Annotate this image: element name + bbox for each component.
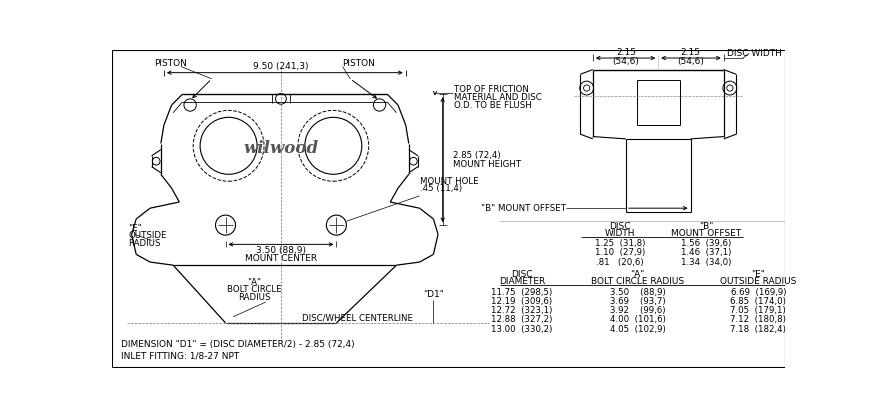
Text: RADIUS: RADIUS bbox=[238, 293, 270, 302]
Text: 3.69    (93,7): 3.69 (93,7) bbox=[610, 297, 665, 306]
Text: .45 (11,4): .45 (11,4) bbox=[420, 185, 462, 193]
Text: MOUNT HOLE: MOUNT HOLE bbox=[420, 177, 478, 186]
Text: DISC: DISC bbox=[511, 270, 533, 279]
Text: 12.88  (327,2): 12.88 (327,2) bbox=[491, 316, 553, 324]
Text: MATERIAL AND DISC: MATERIAL AND DISC bbox=[454, 93, 542, 102]
Text: OUTSIDE RADIUS: OUTSIDE RADIUS bbox=[720, 277, 796, 286]
Text: 12.72  (323,1): 12.72 (323,1) bbox=[491, 306, 553, 315]
Text: DISC: DISC bbox=[609, 222, 631, 231]
Text: RADIUS: RADIUS bbox=[129, 239, 161, 248]
Text: 13.00  (330,2): 13.00 (330,2) bbox=[491, 325, 553, 334]
Text: 1.25  (31,8): 1.25 (31,8) bbox=[595, 239, 645, 248]
Text: 3.50 (88,9): 3.50 (88,9) bbox=[256, 246, 306, 255]
Text: (54,6): (54,6) bbox=[612, 57, 640, 66]
Text: 9.50 (241,3): 9.50 (241,3) bbox=[253, 62, 309, 71]
Text: 4.00  (101,6): 4.00 (101,6) bbox=[610, 316, 665, 324]
Text: "B": "B" bbox=[699, 222, 713, 231]
Text: MOUNT OFFSET: MOUNT OFFSET bbox=[671, 229, 741, 238]
Text: 7.18  (182,4): 7.18 (182,4) bbox=[731, 325, 787, 334]
Text: 1.34  (34,0): 1.34 (34,0) bbox=[681, 258, 732, 266]
Text: 7.05  (179,1): 7.05 (179,1) bbox=[731, 306, 787, 315]
Text: DISC/WHEEL CENTERLINE: DISC/WHEEL CENTERLINE bbox=[303, 313, 413, 322]
Text: BOLT CIRCLE: BOLT CIRCLE bbox=[227, 285, 282, 294]
Text: 2.85 (72,4): 2.85 (72,4) bbox=[452, 151, 500, 160]
Text: "A": "A" bbox=[630, 270, 645, 279]
Text: MOUNT HEIGHT: MOUNT HEIGHT bbox=[452, 160, 521, 169]
Text: 11.75  (298,5): 11.75 (298,5) bbox=[492, 287, 553, 297]
Text: 2.15: 2.15 bbox=[616, 48, 636, 57]
Text: BOLT CIRCLE RADIUS: BOLT CIRCLE RADIUS bbox=[591, 277, 684, 286]
Text: PISTON: PISTON bbox=[154, 59, 186, 68]
Text: "B" MOUNT OFFSET: "B" MOUNT OFFSET bbox=[481, 204, 566, 213]
Text: 6.69  (169,9): 6.69 (169,9) bbox=[731, 287, 786, 297]
Text: 3.50    (88,9): 3.50 (88,9) bbox=[610, 287, 665, 297]
Text: 7.12  (180,8): 7.12 (180,8) bbox=[731, 316, 787, 324]
Text: "E": "E" bbox=[129, 224, 143, 233]
Text: "E": "E" bbox=[752, 270, 766, 279]
Text: DIAMETER: DIAMETER bbox=[499, 277, 545, 286]
Text: 1.56  (39,6): 1.56 (39,6) bbox=[681, 239, 732, 248]
Text: PISTON: PISTON bbox=[343, 59, 375, 68]
Text: O.D. TO BE FLUSH: O.D. TO BE FLUSH bbox=[454, 100, 532, 109]
Text: MOUNT CENTER: MOUNT CENTER bbox=[245, 254, 317, 263]
Text: DIMENSION "D1" = (DISC DIAMETER/2) - 2.85 (72,4): DIMENSION "D1" = (DISC DIAMETER/2) - 2.8… bbox=[121, 340, 354, 349]
Text: wilwood: wilwood bbox=[243, 140, 318, 157]
Text: "A": "A" bbox=[247, 278, 261, 287]
Text: 2.15: 2.15 bbox=[681, 48, 701, 57]
Text: TOP OF FRICTION: TOP OF FRICTION bbox=[454, 85, 529, 94]
Text: 1.10  (27,9): 1.10 (27,9) bbox=[595, 248, 645, 257]
Text: 6.85  (174,0): 6.85 (174,0) bbox=[731, 297, 787, 306]
Text: 1.46  (37,1): 1.46 (37,1) bbox=[681, 248, 732, 257]
Text: WIDTH: WIDTH bbox=[605, 229, 635, 238]
Text: 3.92    (99,6): 3.92 (99,6) bbox=[610, 306, 665, 315]
Text: 12.19  (309,6): 12.19 (309,6) bbox=[492, 297, 552, 306]
Text: OUTSIDE: OUTSIDE bbox=[129, 231, 167, 240]
Text: DISC WIDTH: DISC WIDTH bbox=[726, 49, 781, 58]
Text: 4.05  (102,9): 4.05 (102,9) bbox=[610, 325, 665, 334]
Text: .81   (20,6): .81 (20,6) bbox=[596, 258, 644, 266]
Text: INLET FITTING: 1/8-27 NPT: INLET FITTING: 1/8-27 NPT bbox=[121, 351, 239, 361]
Text: (54,6): (54,6) bbox=[677, 57, 704, 66]
Text: "D1": "D1" bbox=[423, 290, 444, 299]
